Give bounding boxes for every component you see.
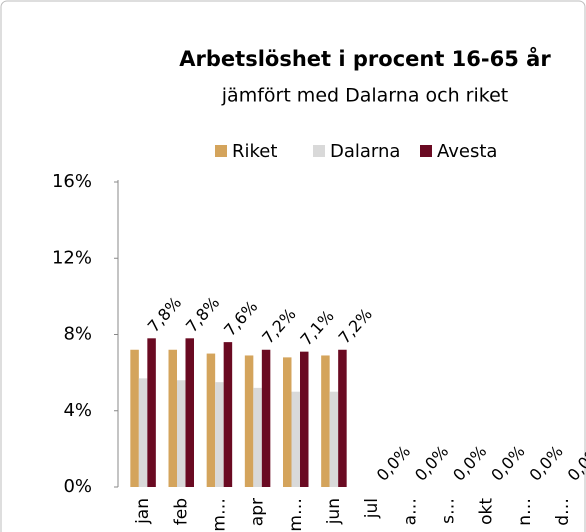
y-tick-label: 8% — [63, 324, 92, 345]
y-tick-label: 4% — [63, 400, 92, 421]
x-tick-label: okt — [477, 498, 497, 525]
x-tick-label: n… — [515, 498, 535, 526]
bar — [329, 391, 339, 487]
bar — [283, 357, 292, 487]
x-tick-label: d… — [553, 498, 573, 526]
bar — [138, 378, 148, 487]
legend-swatch — [215, 145, 227, 157]
bar — [206, 353, 216, 487]
legend-label: Avesta — [437, 141, 497, 162]
bar — [291, 391, 300, 487]
bar — [338, 349, 347, 487]
legend-label: Riket — [232, 141, 277, 162]
y-tick-label: 12% — [52, 247, 92, 268]
bar — [185, 338, 194, 487]
bar — [147, 338, 156, 487]
bar — [321, 355, 330, 487]
bar — [223, 342, 233, 487]
x-tick-label: m… — [209, 498, 229, 532]
legend-swatch — [420, 145, 432, 157]
y-tick-label: 0% — [63, 476, 92, 497]
bar — [130, 349, 139, 487]
y-tick-label: 16% — [52, 171, 92, 192]
bar — [244, 355, 254, 487]
bar — [261, 349, 271, 487]
bar — [300, 351, 309, 487]
bar — [168, 349, 177, 487]
bar — [253, 387, 262, 487]
chart-title: Arbetslöshet i procent 16-65 år — [179, 46, 551, 71]
x-tick-label: m… — [286, 498, 306, 532]
chart-subtitle: jämfört med Dalarna och riket — [221, 85, 508, 107]
bar — [177, 380, 186, 487]
legend-label: Dalarna — [330, 141, 400, 162]
x-tick-label: feb — [171, 498, 191, 525]
x-tick-label: apr — [248, 498, 268, 526]
legend-swatch — [313, 145, 325, 157]
x-tick-label: jan — [133, 498, 153, 525]
x-tick-label: s… — [438, 498, 458, 524]
x-tick-label: jul — [362, 498, 382, 519]
bar — [215, 382, 224, 487]
x-tick-label: jun — [324, 498, 344, 525]
x-tick-label: a… — [400, 498, 420, 525]
